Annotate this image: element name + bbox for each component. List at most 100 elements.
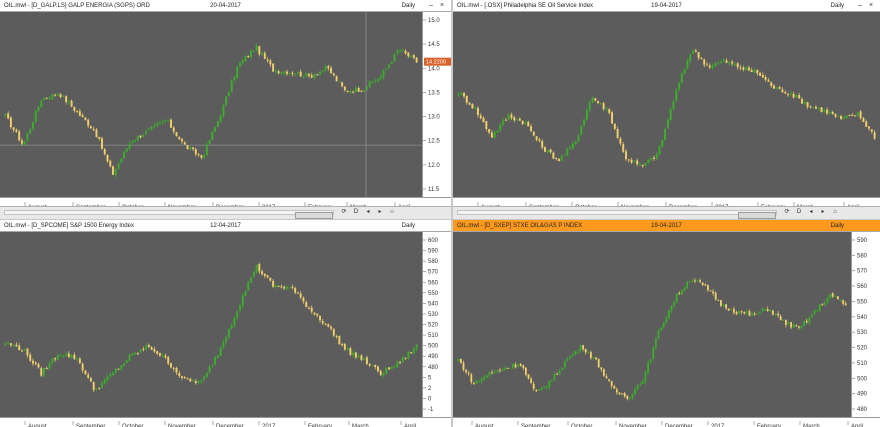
candle: [538, 137, 541, 143]
candle: [247, 281, 250, 292]
candle: [399, 360, 402, 365]
candle: [848, 114, 851, 117]
candle: [410, 55, 413, 59]
candle: [739, 64, 742, 71]
candle: [639, 381, 642, 387]
candle: [834, 113, 837, 119]
chart-pane-osx[interactable]: OIL.mwl - [.OSX] Philadelphia SE Oil Ser…: [453, 0, 880, 219]
candle: [472, 381, 475, 386]
candle: [727, 308, 730, 312]
candle: [619, 136, 622, 146]
candle: [274, 68, 277, 74]
scroll-left-icon[interactable]: ◂: [809, 209, 813, 215]
chart-pane-spcome[interactable]: OIL.mwl - [D_SPCOME] S&P 1500 Energy Ind…: [0, 220, 451, 427]
pane-title-bar[interactable]: OIL.mwl - [D_GALP.LS] GALP ENERGIA (SGPS…: [0, 0, 451, 12]
candle: [697, 52, 700, 61]
close-icon[interactable]: ×: [868, 2, 874, 9]
candle: [774, 313, 777, 316]
candle: [873, 130, 876, 141]
candle: [158, 352, 161, 358]
candle: [669, 107, 672, 122]
tool-button[interactable]: D: [353, 209, 359, 215]
candle: [216, 121, 219, 128]
price-tick-label: 5: [428, 375, 432, 381]
chart-plot[interactable]: [0, 12, 422, 197]
candle: [625, 149, 627, 162]
time-axis-labels: August September October November December 20…: [24, 421, 416, 427]
chart-pane-sxep[interactable]: OIL.mwl - [D_SXEP] STXE OIL&GAS P INDEX …: [453, 220, 880, 427]
refresh-icon[interactable]: ⟳: [784, 209, 790, 215]
chart-plot[interactable]: [453, 232, 851, 417]
candle: [186, 145, 189, 150]
horizontal-scrollbar[interactable]: [4, 210, 334, 219]
candle: [591, 95, 594, 104]
candle: [62, 355, 65, 359]
candle: [782, 319, 785, 321]
candle: [252, 49, 255, 53]
candle: [588, 100, 591, 113]
minimize-icon[interactable]: –: [858, 2, 862, 9]
candle: [636, 383, 639, 391]
scroll-right-icon[interactable]: ▸: [821, 209, 825, 215]
candle: [548, 380, 551, 390]
scroll-left-icon[interactable]: ◂: [366, 209, 370, 215]
chart-plot[interactable]: [453, 12, 880, 197]
candle: [735, 310, 738, 316]
candle: [393, 53, 396, 62]
pane-title-bar[interactable]: OIL.mwl - [D_SPCOME] S&P 1500 Energy Ind…: [0, 220, 451, 232]
pane-title-bar[interactable]: OIL.mwl - [.OSX] Philadelphia SE Oil Ser…: [453, 0, 880, 12]
candle: [291, 284, 294, 290]
price-tick-label: 510: [857, 361, 868, 367]
candle: [78, 357, 81, 365]
chart-plot[interactable]: [0, 232, 422, 417]
candle: [70, 354, 73, 359]
candle: [817, 106, 820, 111]
refresh-icon[interactable]: ⟳: [341, 209, 347, 215]
candle: [225, 95, 228, 107]
pane-title-bar[interactable]: OIL.mwl - [D_SXEP] STXE OIL&GAS P INDEX …: [453, 220, 880, 232]
horizontal-scrollbar[interactable]: [457, 210, 777, 219]
candle: [106, 154, 109, 164]
candle: [313, 72, 316, 81]
candle: [803, 100, 806, 105]
candle: [263, 273, 266, 279]
price-tick-label: 570: [857, 269, 868, 275]
candle: [680, 289, 683, 295]
candle: [704, 283, 707, 286]
scroll-right-icon[interactable]: ▸: [378, 209, 382, 215]
candle: [29, 128, 32, 134]
price-tick-label: 15.0: [428, 18, 440, 24]
candle: [272, 63, 275, 73]
candle: [566, 356, 569, 362]
chart-pane-galp[interactable]: OIL.mwl - [D_GALP.LS] GALP ENERGIA (SGPS…: [0, 0, 451, 219]
candle: [566, 147, 569, 157]
candle: [12, 344, 15, 348]
price-tick-label: 13.5: [428, 90, 440, 96]
candle: [352, 91, 355, 94]
candle: [608, 108, 611, 115]
candle: [667, 308, 670, 321]
home-icon[interactable]: ⌂: [833, 209, 837, 215]
candle: [460, 91, 463, 96]
candle: [686, 281, 689, 290]
candle: [205, 142, 208, 156]
candle: [747, 65, 750, 72]
tool-button[interactable]: D: [796, 209, 802, 215]
candle: [43, 367, 45, 379]
close-icon[interactable]: ×: [439, 2, 445, 9]
candle: [719, 59, 722, 64]
candle: [354, 352, 357, 360]
minimize-icon[interactable]: –: [429, 2, 433, 9]
candle: [820, 106, 823, 113]
price-tick-label: 500: [857, 376, 868, 382]
candle: [250, 276, 252, 284]
candle: [627, 159, 630, 163]
home-icon[interactable]: ⌂: [390, 209, 394, 215]
candle: [738, 309, 741, 316]
candle: [114, 367, 117, 375]
scrollbar-thumb[interactable]: [738, 212, 776, 219]
scrollbar-thumb[interactable]: [295, 212, 333, 219]
price-tick-label: -1: [428, 407, 434, 413]
price-tick-label: 590: [857, 238, 868, 244]
month-label: February: [757, 424, 781, 427]
